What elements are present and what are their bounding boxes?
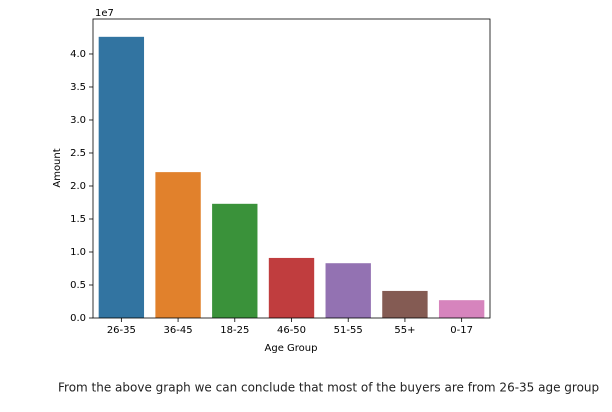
bar — [438, 300, 485, 318]
y-offset-label: 1e7 — [95, 8, 114, 19]
y-tick-label: 0.0 — [70, 313, 86, 324]
y-tick-label: 0.5 — [70, 280, 86, 291]
bar — [212, 203, 258, 318]
bar — [325, 263, 371, 318]
bar — [382, 290, 428, 318]
x-axis-label: Age Group — [265, 343, 318, 354]
x-tick-label: 46-50 — [277, 325, 306, 336]
caption: From the above graph we can conclude tha… — [58, 381, 599, 395]
y-tick-label: 1.0 — [70, 247, 86, 258]
y-axis-label: Amount — [52, 148, 63, 187]
plot-frame — [92, 18, 491, 319]
bar — [98, 36, 145, 318]
x-tick-label: 26-35 — [107, 325, 136, 336]
y-tick-label: 1.5 — [70, 214, 86, 225]
x-tick-label: 51-55 — [334, 325, 363, 336]
y-tick-label: 3.0 — [70, 115, 86, 126]
x-tick-label: 36-45 — [164, 325, 193, 336]
y-tick-label: 3.5 — [70, 82, 86, 93]
y-tick-label: 2.5 — [70, 148, 86, 159]
y-tick-label: 2.0 — [70, 181, 86, 192]
x-tick-label: 0-17 — [450, 325, 473, 336]
x-tick-label: 18-25 — [220, 325, 249, 336]
x-tick-label: 55+ — [394, 325, 415, 336]
bar — [155, 172, 201, 318]
y-tick-label: 4.0 — [70, 49, 86, 60]
bar — [268, 257, 315, 318]
